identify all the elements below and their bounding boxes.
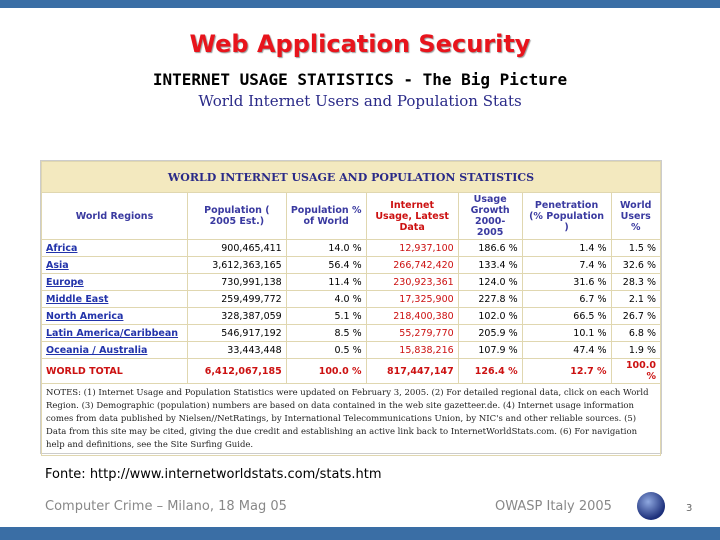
cell: 107.9 %	[457, 341, 523, 359]
cell: 205.9 %	[457, 324, 523, 342]
cell: 26.7 %	[610, 307, 661, 325]
notes: NOTES: (1) Internet Usage and Population…	[41, 383, 661, 456]
cell: 126.4 %	[457, 358, 523, 384]
page-number: 3	[686, 503, 693, 514]
cell: 100.0 %	[285, 358, 367, 384]
cell: 6.7 %	[521, 290, 612, 308]
column-header: Internet Usage, Latest Data	[365, 192, 459, 240]
cell: 1.5 %	[610, 239, 661, 257]
column-header: World Regions	[41, 192, 188, 240]
globe-logo	[637, 492, 665, 520]
cell: 56.4 %	[285, 256, 367, 274]
heading: INTERNET USAGE STATISTICS - The Big Pict…	[152, 70, 568, 89]
cell: 0.5 %	[285, 341, 367, 359]
caption-row: WORLD INTERNET USAGE AND POPULATION STAT…	[41, 161, 661, 193]
table-row: North America 328,387,059 5.1 % 218,400,380…	[41, 307, 661, 325]
cell: 32.6 %	[610, 256, 661, 274]
column-header: Penetration (% Population )	[521, 192, 612, 240]
column-header: World Users %	[610, 192, 661, 240]
table-caption: WORLD INTERNET USAGE AND POPULATION STAT…	[41, 161, 661, 193]
cell: 12,937,100	[365, 239, 459, 257]
cell: 14.0 %	[285, 239, 367, 257]
cell: 328,387,059	[187, 307, 287, 325]
source: Fonte: http://www.internetworldstats.com…	[45, 467, 382, 482]
footer-right: OWASP Italy 2005	[495, 499, 612, 514]
cell: 124.0 %	[457, 273, 523, 291]
cell: 47.4 %	[521, 341, 612, 359]
cell: 33,443,448	[187, 341, 287, 359]
region: Middle East	[41, 290, 188, 308]
column-header: Population ( 2005 Est.)	[187, 192, 287, 240]
cell: 66.5 %	[521, 307, 612, 325]
region: WORLD TOTAL	[41, 358, 188, 384]
column-header: Usage Growth 2000-2005	[457, 192, 523, 240]
region: Africa	[41, 239, 188, 257]
cell: 5.1 %	[285, 307, 367, 325]
cell: 12.7 %	[521, 358, 612, 384]
cell: 8.5 %	[285, 324, 367, 342]
region: Oceania / Australia	[41, 341, 188, 359]
cell: 266,742,420	[365, 256, 459, 274]
cell: 259,499,772	[187, 290, 287, 308]
cell: 28.3 %	[610, 273, 661, 291]
footer-left: Computer Crime – Milano, 18 Mag 05	[45, 499, 287, 514]
table-row: Africa 900,465,411 14.0 % 12,937,100 186.6 %…	[41, 239, 661, 257]
cell: 17,325,900	[365, 290, 459, 308]
cell: 900,465,411	[187, 239, 287, 257]
region: Europe	[41, 273, 188, 291]
region: North America	[41, 307, 188, 325]
top-bar	[0, 0, 720, 8]
cell: 817,447,147	[365, 358, 459, 384]
cell: 133.4 %	[457, 256, 523, 274]
cell: 7.4 %	[521, 256, 612, 274]
subheading: World Internet Users and Population Stat…	[198, 92, 522, 110]
cell: 730,991,138	[187, 273, 287, 291]
cell: 546,917,192	[187, 324, 287, 342]
cell: 1.9 %	[610, 341, 661, 359]
table-row: Latin America/Caribbean 546,917,192 8.5 % 5…	[41, 324, 661, 342]
cell: 100.0 %	[610, 358, 661, 384]
table-row: Oceania / Australia 33,443,448 0.5 % 15,838…	[41, 341, 661, 359]
stats-table: WORLD INTERNET USAGE AND POPULATION STAT…	[40, 160, 662, 456]
cell: 4.0 %	[285, 290, 367, 308]
table-row: WORLD TOTAL 6,412,067,185 100.0 % 817,447,1…	[41, 358, 661, 384]
notes-row: NOTES: (1) Internet Usage and Population…	[41, 383, 661, 456]
cell: 186.6 %	[457, 239, 523, 257]
table-row: Asia 3,612,363,165 56.4 % 266,742,420 133.4 …	[41, 256, 661, 274]
cell: 55,279,770	[365, 324, 459, 342]
bottom-bar	[0, 527, 720, 540]
table-row: Europe 730,991,138 11.4 % 230,923,361 124.0 …	[41, 273, 661, 291]
cell: 1.4 %	[521, 239, 612, 257]
cell: 11.4 %	[285, 273, 367, 291]
column-header: Population % of World	[285, 192, 367, 240]
cell: 227.8 %	[457, 290, 523, 308]
cell: 2.1 %	[610, 290, 661, 308]
header-row: World Regions Population ( 2005 Est.) Popu…	[41, 192, 661, 240]
cell: 6,412,067,185	[187, 358, 287, 384]
cell: 230,923,361	[365, 273, 459, 291]
table-row: Middle East 259,499,772 4.0 % 17,325,900 227…	[41, 290, 661, 308]
cell: 15,838,216	[365, 341, 459, 359]
cell: 6.8 %	[610, 324, 661, 342]
table: WORLD INTERNET USAGE AND POPULATION STAT…	[41, 161, 661, 456]
cell: 218,400,380	[365, 307, 459, 325]
cell: 102.0 %	[457, 307, 523, 325]
region: Latin America/Caribbean	[41, 324, 188, 342]
cell: 31.6 %	[521, 273, 612, 291]
cell: 3,612,363,165	[187, 256, 287, 274]
cell: 10.1 %	[521, 324, 612, 342]
region: Asia	[41, 256, 188, 274]
title: Web Application Security	[189, 30, 531, 58]
